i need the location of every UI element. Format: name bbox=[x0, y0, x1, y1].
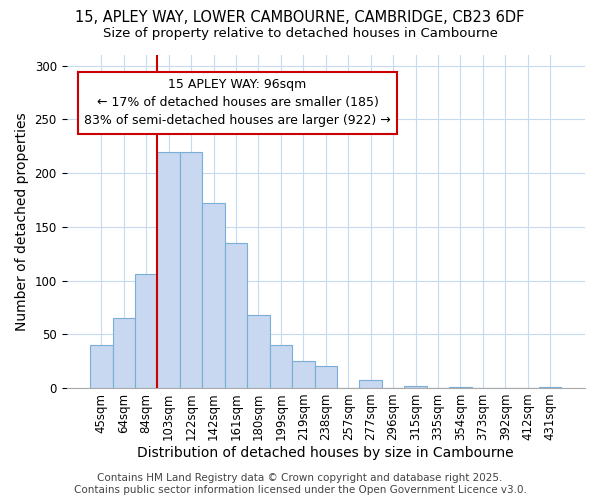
Bar bbox=[157, 152, 180, 388]
Text: Contains HM Land Registry data © Crown copyright and database right 2025.
Contai: Contains HM Land Registry data © Crown c… bbox=[74, 474, 526, 495]
Bar bbox=[135, 274, 157, 388]
Bar bbox=[449, 387, 472, 388]
Bar bbox=[202, 203, 225, 388]
Bar bbox=[180, 152, 202, 388]
Bar bbox=[404, 386, 427, 388]
Bar bbox=[225, 243, 247, 388]
Y-axis label: Number of detached properties: Number of detached properties bbox=[15, 112, 29, 331]
Text: Size of property relative to detached houses in Cambourne: Size of property relative to detached ho… bbox=[103, 28, 497, 40]
X-axis label: Distribution of detached houses by size in Cambourne: Distribution of detached houses by size … bbox=[137, 446, 514, 460]
Bar bbox=[539, 387, 562, 388]
Text: 15 APLEY WAY: 96sqm
← 17% of detached houses are smaller (185)
83% of semi-detac: 15 APLEY WAY: 96sqm ← 17% of detached ho… bbox=[84, 78, 391, 128]
Bar bbox=[247, 315, 269, 388]
Bar bbox=[292, 361, 314, 388]
Bar bbox=[359, 380, 382, 388]
Bar bbox=[113, 318, 135, 388]
Bar bbox=[314, 366, 337, 388]
Text: 15, APLEY WAY, LOWER CAMBOURNE, CAMBRIDGE, CB23 6DF: 15, APLEY WAY, LOWER CAMBOURNE, CAMBRIDG… bbox=[76, 10, 524, 25]
Bar bbox=[90, 345, 113, 388]
Bar bbox=[269, 345, 292, 388]
